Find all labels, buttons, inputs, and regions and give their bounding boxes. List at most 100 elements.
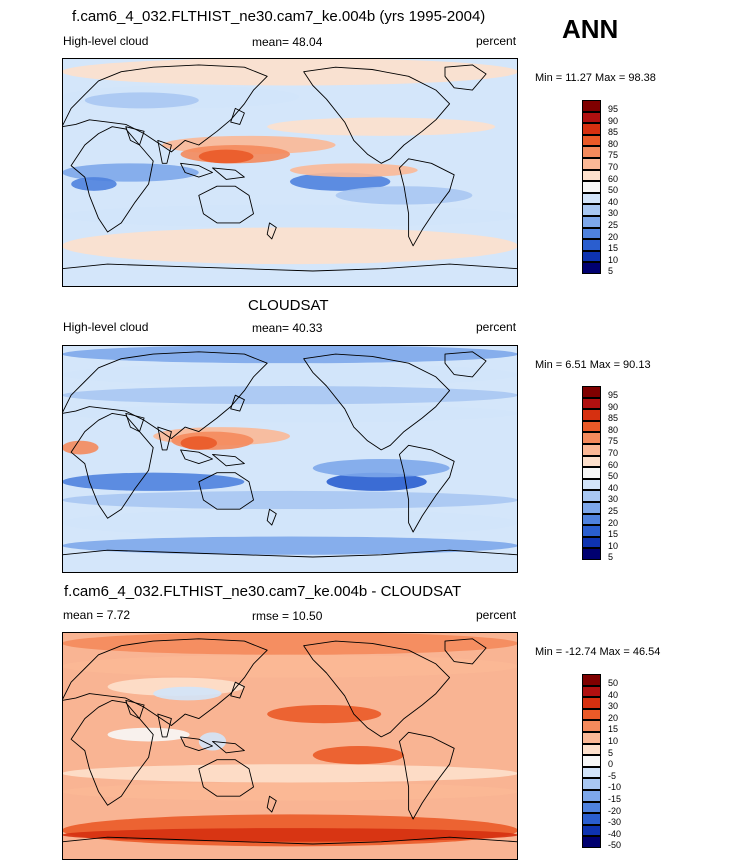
contour-region [62,345,518,364]
coastline [70,412,154,519]
panel3-units-label: percent [476,608,517,622]
colorbar-swatch [582,455,601,468]
colorbar-swatch [582,216,601,228]
coastline [157,426,172,451]
colorbar-label: -15 [608,794,622,804]
contour-region [62,782,518,801]
colorbar-label: 15 [608,529,619,540]
contour-region [84,92,199,109]
colorbar-swatch [582,444,601,456]
colorbar-label: 5 [608,552,614,563]
colorbar-swatch [582,755,601,767]
colorbar-swatch [582,111,601,124]
panel1-title: f.cam6_4_032.FLTHIST_ne30.cam7_ke.004b (… [72,8,486,25]
colorbar-swatch [582,432,601,444]
colorbar-swatch [582,386,601,398]
contour-region [107,727,190,742]
coastline [62,263,518,287]
coastline [198,185,254,224]
contour-region [62,472,245,491]
panel3-mean-label: mean = 7.72 [63,608,131,622]
colorbar-label: 85 [608,413,619,424]
coastline [266,795,277,813]
colorbar-swatch [582,778,601,790]
colorbar-label: -20 [608,805,622,816]
colorbar-swatch [582,708,601,721]
coastline [180,449,213,465]
colorbar-label: 70 [608,448,619,458]
coastlines [62,638,518,860]
colorbar-label: 85 [608,127,619,138]
colorbar-swatch [582,409,601,421]
contour-region [62,227,518,265]
contour-region [62,440,99,455]
colorbar-swatch [582,239,601,251]
colorbar-swatch [582,513,601,526]
colorbar-swatch [582,134,601,147]
coastline [198,472,254,510]
contour-region [62,204,518,228]
coastline [180,736,213,752]
colorbar-swatch [582,158,601,170]
coastline [303,353,451,451]
panel1-units-label: percent [476,34,517,48]
colorbar-swatch [582,836,601,848]
colorbar-label: 60 [608,459,619,470]
colorbar-label: 15 [608,724,619,735]
coastline [266,508,277,526]
colorbar-swatch [582,685,601,698]
colorbar-swatch [582,250,601,263]
coastline [444,64,487,91]
contour-region [290,172,391,191]
contour-region [62,509,518,537]
colorbar-label: 50 [608,471,619,482]
coastline [125,412,145,433]
season-label: ANN [562,14,619,44]
contour-region [312,746,404,765]
colorbar-swatch [582,169,601,182]
coastline [266,222,277,240]
coastline [212,167,245,180]
colorbar-label: 30 [608,494,619,505]
colorbar-swatch [582,813,601,825]
colorbar-swatch [582,181,601,193]
colorbar-label: 80 [608,138,619,149]
contour-region [180,436,218,450]
contour-region [153,686,222,701]
colorbar-label: 40 [608,689,619,700]
colorbar-label: 75 [608,436,619,447]
colorbar-label: 95 [608,390,619,400]
colorbar-label: 80 [608,424,619,435]
coastline [444,638,487,665]
colorbar-label: 30 [608,701,619,712]
panel2-minmax-label: Min = 6.51 Max = 90.13 [535,359,651,371]
colorbar-label: 20 [608,517,619,528]
colorbar-label: 20 [608,231,619,242]
contour-region [62,490,518,510]
colorbar-swatch [582,397,601,410]
coastline [444,351,487,378]
colorbar-label: 40 [608,196,619,207]
coastline [157,139,172,164]
panel3-rmse-label: rmse = 10.50 [252,609,323,623]
colorbar-swatch [582,478,601,491]
map-frame [62,345,518,573]
colorbar-label: 10 [608,254,619,265]
panel2-title: CLOUDSAT [248,297,329,314]
colorbar-swatch [582,262,601,274]
coastline [62,351,268,439]
colorbar-swatch [582,743,601,756]
colorbar-label: 25 [608,506,619,516]
colorbar-label: -40 [608,828,622,839]
colorbar-swatch [582,766,601,779]
colorbar-label: 20 [608,712,619,723]
contour-region [62,828,518,842]
contour-region [312,459,450,478]
contour-region [290,163,418,178]
colorbar-swatch [582,467,601,479]
coastlines [62,351,518,573]
map-frame [62,632,518,860]
coastline [398,444,455,533]
coastline [62,638,268,726]
contour-region [326,472,427,491]
